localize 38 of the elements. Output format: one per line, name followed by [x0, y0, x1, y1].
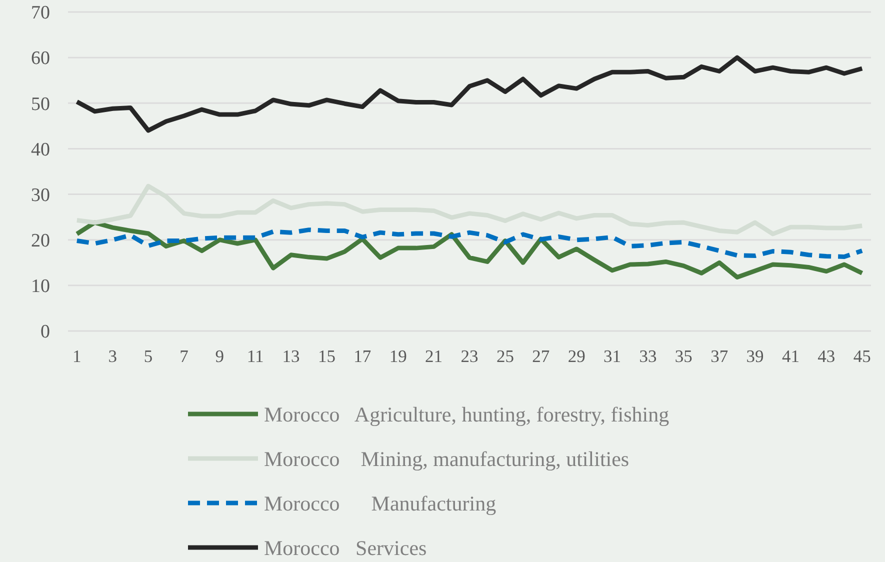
y-tick-label: 40: [31, 139, 50, 160]
x-tick-label: 31: [604, 346, 622, 366]
x-tick-label: 29: [568, 346, 586, 366]
y-tick-label: 70: [31, 2, 50, 24]
x-tick-label: 19: [389, 346, 408, 366]
x-tick-label: 41: [782, 346, 800, 366]
legend-label: Morocco Services: [264, 536, 427, 560]
y-tick-label: 30: [31, 184, 50, 206]
x-tick-label: 7: [180, 346, 189, 366]
line-series: [74, 228, 864, 259]
x-tick-label: 3: [108, 346, 118, 366]
x-tick-label: 27: [532, 346, 550, 366]
x-tick-label: 5: [144, 346, 153, 366]
x-tick-label: 25: [496, 346, 514, 366]
x-tick-label: 21: [425, 346, 443, 366]
x-tick-label: 11: [246, 346, 264, 366]
x-tick-label: 1: [72, 346, 82, 366]
x-tick-label: 33: [639, 346, 657, 366]
x-tick-label: 45: [853, 346, 872, 366]
x-tick-label: 39: [746, 346, 764, 366]
x-tick-label: 43: [818, 346, 836, 366]
x-tick-label: 23: [460, 346, 478, 366]
y-tick-label: 20: [31, 230, 50, 252]
x-tick-label: 37: [710, 346, 728, 366]
x-tick-label: 17: [354, 346, 372, 366]
legend-label: Morocco Agriculture, hunting, forestry, fishing: [264, 402, 670, 426]
line-series: [74, 55, 864, 133]
x-tick-label: 9: [215, 346, 224, 366]
y-tick-label: 0: [40, 322, 50, 343]
legend-label: Morocco Mining, manufacturing, utilities: [264, 446, 630, 471]
legend-label: Morocco Manufacturing: [264, 491, 497, 516]
y-tick-label: 10: [31, 276, 50, 298]
y-tick-label: 60: [31, 48, 50, 70]
x-tick-label: 13: [282, 346, 300, 366]
x-tick-label: 15: [318, 346, 336, 366]
x-tick-label: 35: [674, 346, 693, 366]
line-series: [74, 220, 864, 280]
y-tick-label: 50: [31, 94, 50, 115]
